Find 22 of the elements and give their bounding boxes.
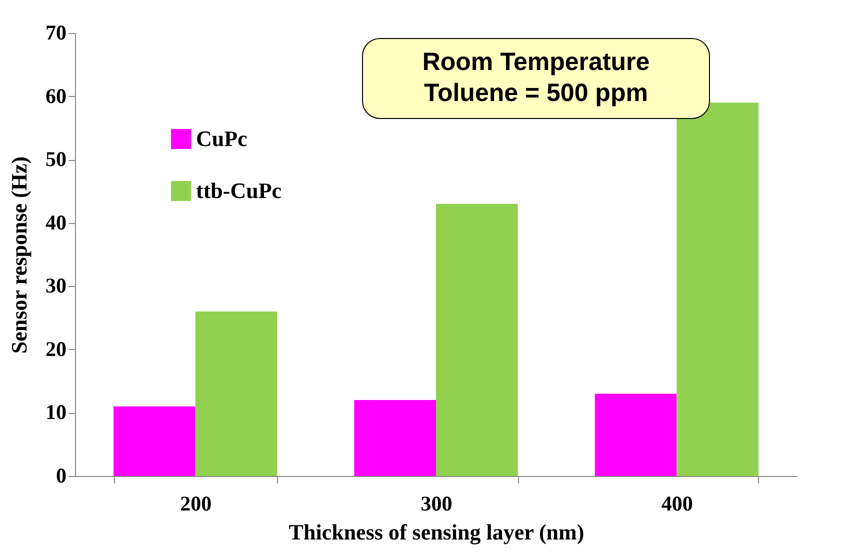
y-tick-label: 10 (46, 400, 66, 424)
y-tick-label: 20 (46, 336, 66, 361)
legend-label: CuPc (196, 126, 248, 151)
x-tick-label: 300 (420, 492, 452, 516)
bar (114, 406, 196, 476)
bar (436, 204, 518, 476)
y-tick-label: 30 (46, 274, 66, 298)
x-axis-title: Thickness of sensing layer (nm) (288, 520, 584, 544)
bar (594, 394, 677, 476)
y-tick-label: 70 (46, 20, 66, 44)
y-tick-label: 50 (46, 147, 66, 172)
bar (195, 311, 278, 476)
callout-box: Room Temperature Toluene = 500 ppm (362, 38, 710, 118)
y-tick-label: 40 (46, 210, 66, 234)
y-tick-label: 0 (56, 464, 66, 488)
bar (354, 400, 436, 476)
x-tick-label: 200 (180, 492, 212, 516)
bar (676, 102, 758, 476)
y-tick-label: 60 (46, 84, 66, 108)
legend-label: ttb-CuPc (196, 178, 282, 203)
y-axis-title: Sensor response (Hz) (6, 156, 32, 354)
x-tick-label: 400 (661, 492, 693, 516)
